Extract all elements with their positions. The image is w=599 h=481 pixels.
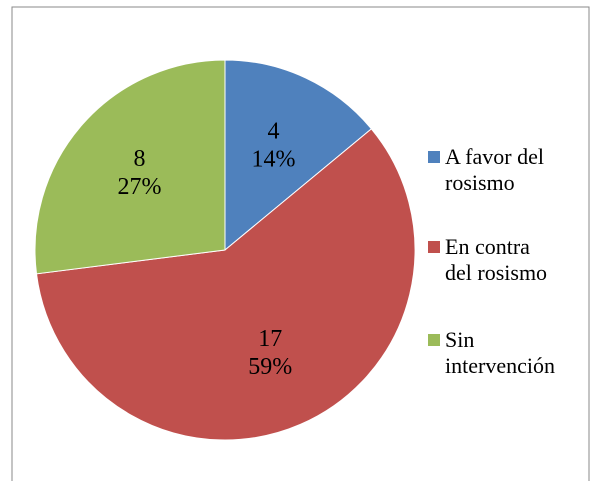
pie-slice — [224, 59, 373, 252]
slice-percent-label: 59% — [248, 354, 292, 380]
legend-swatch — [428, 334, 440, 346]
legend-label: En contra del rosismo — [445, 234, 548, 285]
legend-swatch — [428, 241, 440, 253]
chart-border — [11, 6, 590, 481]
legend-entry: Sin intervención — [428, 327, 555, 379]
pie-slice — [35, 128, 416, 441]
slice-count-label: 8 — [133, 146, 145, 172]
pie-slice — [34, 59, 226, 275]
slice-count-label: 17 — [258, 326, 282, 352]
legend-swatch — [428, 151, 440, 163]
slice-percent-label: 14% — [252, 146, 296, 172]
legend-entry: A favor del rosismo — [428, 144, 550, 196]
legend-entry: En contra del rosismo — [428, 234, 550, 286]
legend-label: Sin intervención — [445, 327, 555, 378]
legend-label: A favor del rosismo — [445, 144, 544, 195]
slice-count-label: 4 — [268, 118, 280, 144]
slice-percent-label: 27% — [117, 174, 161, 200]
